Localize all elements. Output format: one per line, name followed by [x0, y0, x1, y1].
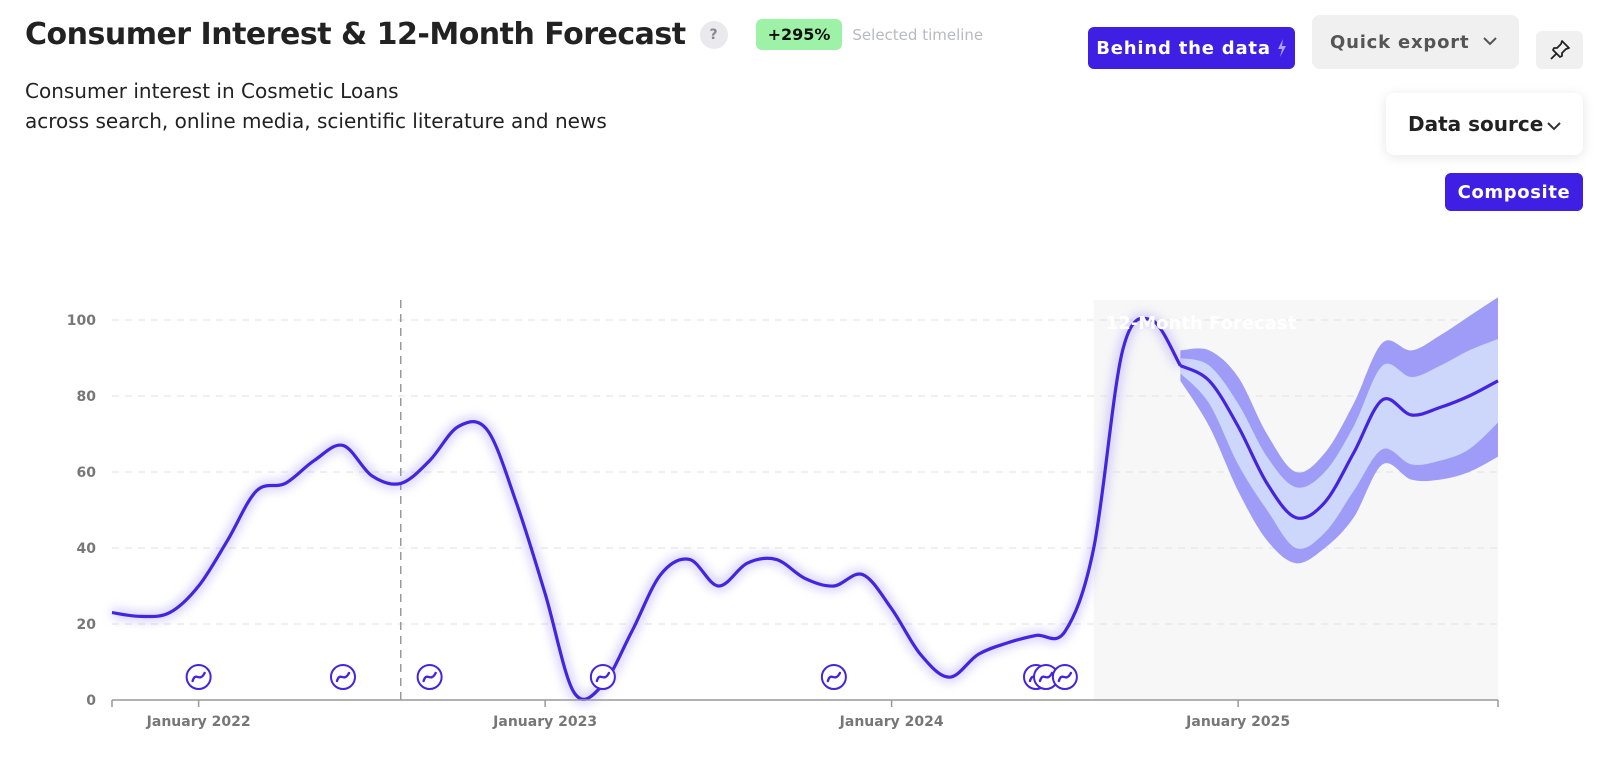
trend-icon [422, 671, 437, 683]
forecast-band-inner [1180, 339, 1498, 549]
event-marker [416, 664, 443, 690]
x-tick-label: January 2022 [146, 714, 251, 730]
y-tick-label: 60 [77, 465, 97, 481]
trend-icon [1038, 671, 1054, 683]
trend-icon [1057, 671, 1073, 683]
forecast-line [1179, 364, 1499, 520]
subtitle-line-2: across search, online media, scientific … [25, 109, 607, 133]
trend-icon [595, 671, 611, 683]
series-line-glow [111, 313, 1185, 705]
chevron-down-icon [1547, 122, 1561, 131]
behind-the-data-label: Behind the data [1096, 37, 1271, 59]
pin-button[interactable] [1536, 31, 1583, 69]
data-source-dropdown[interactable]: Data source [1386, 93, 1583, 155]
trend-icon [191, 671, 206, 683]
series-line [111, 316, 1182, 701]
event-marker [330, 664, 356, 690]
x-tick-label: January 2023 [492, 714, 597, 730]
header: Consumer Interest & 12-Month Forecast ? … [25, 17, 983, 52]
quick-export-label: Quick export [1330, 31, 1470, 53]
y-tick-label: 40 [77, 541, 97, 557]
event-marker [589, 664, 616, 690]
event-marker [1051, 664, 1078, 690]
subtitle: Consumer interest in Cosmetic Loans acro… [25, 76, 607, 136]
change-badge: +295% [755, 19, 843, 50]
y-tick-label: 100 [67, 313, 96, 329]
x-tick-label: January 2024 [839, 714, 944, 730]
event-marker [1033, 664, 1059, 690]
chevron-down-icon [1483, 37, 1497, 46]
event-marker [185, 664, 212, 690]
page-title: Consumer Interest & 12-Month Forecast [25, 17, 686, 52]
pin-icon [1549, 40, 1570, 60]
event-marker [820, 664, 847, 690]
y-tick-label: 20 [77, 617, 97, 633]
trend-icon [826, 671, 842, 683]
forecast-label: 12-Month Forecast [1106, 313, 1297, 334]
lightning-icon [1277, 39, 1286, 57]
subtitle-line-1: Consumer interest in Cosmetic Loans [25, 79, 399, 103]
y-tick-label: 80 [77, 389, 97, 405]
x-tick-label: January 2025 [1185, 714, 1290, 730]
quick-export-button[interactable]: Quick export [1312, 15, 1519, 69]
y-tick-label: 0 [86, 693, 96, 709]
behind-the-data-button[interactable]: Behind the data [1088, 27, 1295, 69]
change-note: Selected timeline [852, 25, 984, 44]
data-source-label: Data source [1408, 112, 1544, 136]
help-icon[interactable]: ? [699, 20, 728, 49]
composite-button[interactable]: Composite [1445, 173, 1583, 211]
trend-icon [335, 671, 351, 683]
